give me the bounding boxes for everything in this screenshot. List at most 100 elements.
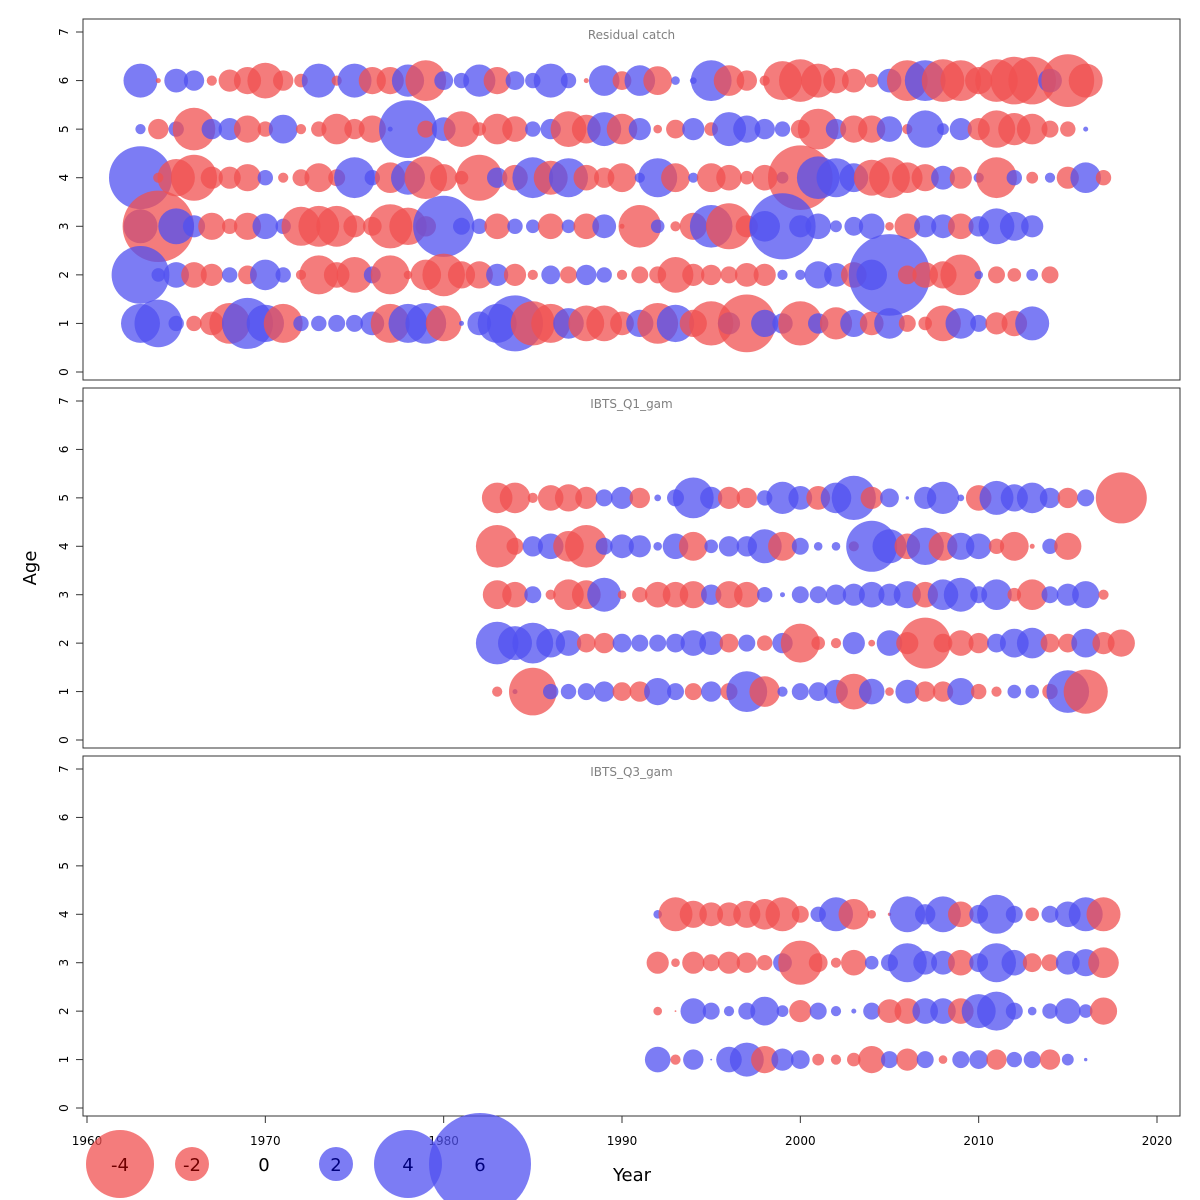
bubble-Residual catch-1969-age-3 bbox=[233, 212, 262, 240]
bubble-IBTS_Q1_gam-2004-age-5 bbox=[860, 486, 883, 509]
bubble-IBTS_Q3_gam-2010-age-1 bbox=[969, 1050, 989, 1069]
bubble-IBTS_Q1_gam-2012-age-4 bbox=[999, 531, 1029, 561]
bubble-Residual catch-2015-age-5 bbox=[1060, 121, 1076, 137]
x-tick-label: 2020 bbox=[1142, 1134, 1173, 1148]
bubble-Residual catch-2007-age-3 bbox=[914, 215, 937, 238]
bubble-Residual catch-1991-age-5 bbox=[628, 118, 651, 141]
bubble-Residual catch-1964-age-1 bbox=[134, 299, 183, 348]
bubble-IBTS_Q1_gam-1987-age-1 bbox=[560, 683, 577, 700]
bubble-Residual catch-1981-age-3 bbox=[453, 217, 470, 235]
x-tick-label: 2000 bbox=[785, 1134, 816, 1148]
bubble-IBTS_Q3_gam-2015-age-1 bbox=[1061, 1053, 1074, 1066]
bubble-IBTS_Q1_gam-1984-age-5 bbox=[499, 482, 531, 514]
bubble-IBTS_Q3_gam-1994-age-1 bbox=[683, 1049, 704, 1070]
bubble-Residual catch-1964-age-6 bbox=[155, 78, 161, 84]
bubble-IBTS_Q3_gam-2017-age-3 bbox=[1088, 947, 1119, 978]
bubble-IBTS_Q1_gam-2009-age-1 bbox=[947, 678, 975, 706]
bubble-IBTS_Q1_gam-1997-age-5 bbox=[736, 487, 757, 509]
bubble-Residual catch-1994-age-5 bbox=[682, 118, 705, 141]
bubble-IBTS_Q3_gam-2009-age-1 bbox=[952, 1051, 970, 1069]
bubble-Residual catch-1964-age-2 bbox=[151, 268, 166, 282]
bubble-IBTS_Q1_gam-1995-age-2 bbox=[699, 631, 724, 655]
bubble-IBTS_Q3_gam-2011-age-2 bbox=[977, 991, 1016, 1031]
bubble-Residual catch-1968-age-3 bbox=[222, 218, 238, 234]
bubble-IBTS_Q3_gam-2007-age-2 bbox=[912, 998, 938, 1024]
bubble-IBTS_Q3_gam-2013-age-2 bbox=[1027, 1006, 1037, 1016]
bubble-IBTS_Q1_gam-2015-age-4 bbox=[1054, 532, 1082, 560]
bubble-Residual catch-2006-age-3 bbox=[894, 213, 921, 240]
bubble-Residual catch-1976-age-5 bbox=[358, 115, 386, 143]
bubble-IBTS_Q1_gam-1983-age-4 bbox=[475, 525, 519, 568]
bubble-IBTS_Q3_gam-2013-age-3 bbox=[1022, 953, 1042, 973]
bubble-IBTS_Q3_gam-2000-age-3 bbox=[778, 940, 823, 985]
bubble-IBTS_Q1_gam-1992-age-4 bbox=[653, 542, 662, 551]
bubble-IBTS_Q3_gam-2017-age-2 bbox=[1089, 997, 1118, 1025]
bubble-Residual catch-2014-age-2 bbox=[1041, 266, 1059, 284]
bubble-IBTS_Q1_gam-2008-age-2 bbox=[933, 633, 953, 653]
y-tick-label: 5 bbox=[57, 862, 71, 870]
bubble-IBTS_Q1_gam-1992-age-5 bbox=[654, 494, 662, 502]
legend-bubble bbox=[319, 1147, 353, 1181]
bubble-IBTS_Q1_gam-2002-age-3 bbox=[825, 584, 847, 605]
bubble-IBTS_Q3_gam-2000-age-2 bbox=[789, 1000, 812, 1023]
bubble-Residual catch-1999-age-2 bbox=[777, 269, 788, 280]
bubble-Residual catch-2009-age-5 bbox=[949, 118, 972, 141]
bubble-Residual catch-2013-age-2 bbox=[1026, 269, 1039, 281]
bubble-IBTS_Q1_gam-2004-age-1 bbox=[858, 678, 885, 705]
bubble-IBTS_Q1_gam-1984-age-3 bbox=[502, 581, 528, 608]
bubble-IBTS_Q1_gam-1987-age-2 bbox=[555, 630, 582, 656]
bubble-Residual catch-1988-age-3 bbox=[573, 213, 600, 240]
y-tick-label: 5 bbox=[57, 125, 71, 133]
bubble-IBTS_Q1_gam-2017-age-3 bbox=[1098, 589, 1109, 600]
bubble-IBTS_Q3_gam-2009-age-3 bbox=[948, 949, 974, 976]
bubble-IBTS_Q3_gam-2013-age-1 bbox=[1023, 1051, 1041, 1069]
bubble-Residual catch-1971-age-1 bbox=[263, 303, 303, 343]
bubble-Residual catch-1975-age-3 bbox=[343, 215, 366, 238]
y-tick-label: 4 bbox=[57, 910, 71, 918]
bubble-Residual catch-1965-age-6 bbox=[164, 68, 189, 93]
bubble-Residual catch-1973-age-1 bbox=[311, 315, 327, 332]
bubble-Residual catch-1971-age-5 bbox=[268, 114, 298, 144]
bubble-Residual catch-1996-age-4 bbox=[716, 164, 742, 191]
bubble-Residual catch-1975-age-4 bbox=[334, 157, 375, 199]
bubble-Residual catch-1975-age-1 bbox=[346, 314, 363, 332]
bubble-IBTS_Q1_gam-1988-age-1 bbox=[577, 683, 595, 701]
bubble-IBTS_Q1_gam-1992-age-1 bbox=[644, 678, 672, 706]
bubble-Residual catch-2016-age-6 bbox=[1068, 63, 1103, 98]
bubble-IBTS_Q3_gam-2014-age-2 bbox=[1042, 1003, 1058, 1019]
bubble-IBTS_Q3_gam-1992-age-1 bbox=[644, 1046, 671, 1073]
bubble-IBTS_Q1_gam-2015-age-5 bbox=[1057, 487, 1079, 509]
legend-label: 4 bbox=[402, 1155, 413, 1176]
bubble-IBTS_Q1_gam-1985-age-4 bbox=[522, 536, 543, 557]
bubble-Residual catch-2005-age-5 bbox=[876, 116, 903, 142]
bubble-Residual catch-1987-age-6 bbox=[560, 72, 577, 89]
bubble-Residual catch-2017-age-4 bbox=[1095, 170, 1112, 186]
bubble-Residual catch-2006-age-2 bbox=[897, 265, 917, 285]
bubble-Residual catch-1984-age-3 bbox=[507, 218, 523, 234]
bubble-IBTS_Q1_gam-2011-age-1 bbox=[991, 686, 1002, 697]
bubble-Residual catch-1988-age-2 bbox=[576, 264, 597, 286]
bubble-IBTS_Q1_gam-1998-age-1 bbox=[749, 676, 780, 707]
bubble-IBTS_Q1_gam-2014-age-4 bbox=[1042, 538, 1058, 554]
y-tick-label: 4 bbox=[57, 174, 71, 182]
bubble-Residual catch-1989-age-1 bbox=[586, 305, 623, 342]
bubble-Residual catch-1996-age-6 bbox=[713, 65, 745, 96]
y-tick-label: 7 bbox=[57, 28, 71, 36]
bubble-IBTS_Q1_gam-1999-age-5 bbox=[766, 481, 799, 514]
bubble-Residual catch-1972-age-1 bbox=[293, 315, 309, 332]
bubble-IBTS_Q3_gam-1994-age-3 bbox=[682, 951, 705, 974]
bubble-Residual catch-1966-age-6 bbox=[183, 70, 205, 91]
bubble-IBTS_Q1_gam-2000-age-1 bbox=[791, 683, 809, 701]
y-tick-label: 0 bbox=[57, 368, 71, 376]
bubble-Residual catch-2007-age-4 bbox=[911, 164, 939, 192]
bubble-Residual catch-1965-age-1 bbox=[168, 315, 184, 332]
bubble-Residual catch-1970-age-5 bbox=[257, 121, 273, 137]
bubble-IBTS_Q1_gam-1996-age-4 bbox=[718, 536, 740, 557]
chart-panels: Residual catch 0 1 2 3 4 5 6 7 IBTS_Q1_gam 0 1 2 3 4 5 6… bbox=[57, 18, 1181, 1117]
bubble-IBTS_Q3_gam-2002-age-3 bbox=[830, 957, 842, 968]
bubble-IBTS_Q3_gam-2001-age-3 bbox=[808, 953, 828, 973]
bubble-IBTS_Q3_gam-2001-age-2 bbox=[809, 1002, 827, 1020]
bubble-IBTS_Q1_gam-2006-age-1 bbox=[895, 679, 920, 704]
bubble-IBTS_Q1_gam-1994-age-4 bbox=[678, 531, 708, 561]
bubble-Residual catch-1992-age-6 bbox=[643, 66, 673, 95]
